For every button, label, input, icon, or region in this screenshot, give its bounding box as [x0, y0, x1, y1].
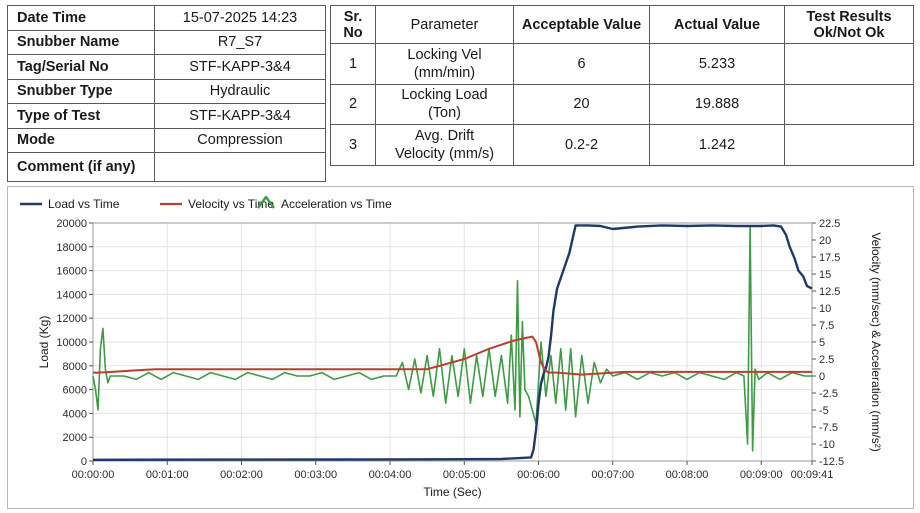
y-right-tick-label: 22.5	[819, 218, 840, 230]
y-right-tick-label: 5	[819, 337, 825, 349]
y-right-tick-label: -7.5	[819, 422, 838, 434]
actual-cell: 5.233	[649, 43, 785, 85]
y-right-tick-label: -12.5	[819, 456, 844, 468]
x-tick-label: 00:03:00	[294, 469, 337, 481]
result-cell[interactable]	[784, 83, 914, 126]
info-label: Mode	[7, 127, 155, 153]
y-right-tick-label: 15	[819, 269, 831, 281]
y-right-tick-label: -5	[819, 405, 829, 417]
y-left-tick-label: 2000	[63, 432, 87, 444]
info-value: R7_S7	[154, 29, 326, 55]
y-right-tick-label: 2.5	[819, 354, 834, 366]
y-right-tick-label: 10	[819, 303, 831, 315]
info-value: STF-KAPP-3&4	[154, 103, 326, 129]
y-left-tick-label: 0	[81, 456, 87, 468]
legend-label-load: Load vs Time	[48, 197, 120, 211]
series-line-acceleration	[92, 225, 812, 452]
header-row: Sr. No Parameter Acceptable Value Actual …	[330, 5, 914, 44]
y-right-tick-label: -10	[819, 439, 835, 451]
info-value: STF-KAPP-3&4	[154, 54, 326, 80]
legend-label-velocity: Velocity vs Time	[188, 197, 274, 211]
sr-no-header: Sr. No	[330, 5, 376, 44]
info-row: Tag/Serial No STF-KAPP-3&4	[7, 54, 326, 80]
y-left-tick-label: 8000	[63, 361, 87, 373]
info-value: Hydraulic	[154, 78, 326, 104]
actual-header: Actual Value	[649, 5, 785, 44]
info-value: Compression	[154, 127, 326, 153]
test-results-table: Sr. No Parameter Acceptable Value Actual …	[330, 5, 914, 166]
x-tick-label: 00:00:00	[72, 469, 115, 481]
table-row: 3 Avg. Drift Velocity (mm/s) 0.2-2 1.242	[330, 124, 914, 166]
info-row: Type of Test STF-KAPP-3&4	[7, 103, 326, 129]
sr-no-cell: 1	[330, 43, 376, 85]
x-tick-label: 00:02:00	[220, 469, 263, 481]
y-left-tick-label: 14000	[56, 289, 87, 301]
y-left-tick-label: 18000	[56, 242, 87, 254]
info-row: Date Time 15-07-2025 14:23	[7, 5, 326, 31]
parameter-cell: Avg. Drift Velocity (mm/s)	[375, 124, 514, 166]
info-value: 15-07-2025 14:23	[154, 5, 326, 31]
x-tick-label: 00:04:00	[369, 469, 412, 481]
y-right-tick-label: 20	[819, 235, 831, 247]
y-left-tick-label: 20000	[56, 218, 87, 230]
info-label: Tag/Serial No	[7, 54, 155, 80]
actual-cell: 1.242	[649, 124, 785, 166]
x-tick-label: 00:05:00	[443, 469, 486, 481]
actual-cell: 19.888	[649, 83, 785, 126]
series-line-velocity	[93, 335, 812, 376]
parameter-cell: Locking Vel (mm/min)	[375, 43, 514, 85]
y-left-axis-title: Load (Kg)	[37, 316, 51, 369]
sr-no-cell: 2	[330, 83, 376, 126]
series-line-load	[92, 224, 813, 461]
info-row: Comment (if any)	[7, 152, 326, 182]
result-cell[interactable]	[784, 124, 914, 166]
x-tick-label: 00:09:41	[791, 469, 834, 481]
x-tick-label: 00:07:00	[591, 469, 634, 481]
info-label: Date Time	[7, 5, 155, 31]
acceptable-cell: 6	[513, 43, 650, 85]
result-cell[interactable]	[784, 43, 914, 85]
snubber-info-table: Date Time 15-07-2025 14:23 Snubber Name …	[7, 5, 326, 182]
acceptable-cell: 0.2-2	[513, 124, 650, 166]
y-left-tick-label: 4000	[63, 408, 87, 420]
result-header: Test Results Ok/Not Ok	[784, 5, 914, 44]
sr-no-cell: 3	[330, 124, 376, 166]
x-tick-label: 00:08:00	[666, 469, 709, 481]
y-right-tick-label: 0	[819, 371, 825, 383]
x-tick-label: 00:09:00	[740, 469, 783, 481]
info-row: Mode Compression	[7, 127, 326, 153]
x-tick-label: 00:06:00	[517, 469, 560, 481]
acceptable-header: Acceptable Value	[513, 5, 650, 44]
y-left-tick-label: 10000	[56, 337, 87, 349]
legend-label-acceleration: Acceleration vs Time	[281, 197, 392, 211]
x-axis-title: Time (Sec)	[423, 485, 481, 499]
y-right-tick-label: 12.5	[819, 286, 840, 298]
y-left-tick-label: 6000	[63, 385, 87, 397]
y-left-tick-label: 16000	[56, 266, 87, 278]
info-label: Type of Test	[7, 103, 155, 129]
legend-swatch-acceleration	[257, 195, 275, 209]
y-right-tick-label: 17.5	[819, 252, 840, 264]
table-row: 1 Locking Vel (mm/min) 6 5.233	[330, 43, 914, 85]
y-right-tick-label: -2.5	[819, 388, 838, 400]
parameter-header: Parameter	[375, 5, 514, 44]
y-right-axis-title: Velocity (mm/sec) & Acceleration (mm/s²)	[869, 232, 883, 451]
info-label: Comment (if any)	[7, 152, 155, 182]
parameter-cell: Locking Load (Ton)	[375, 83, 514, 126]
table-row: 2 Locking Load (Ton) 20 19.888	[330, 83, 914, 126]
x-tick-label: 00:01:00	[146, 469, 189, 481]
info-label: Snubber Name	[7, 29, 155, 55]
acceptable-cell: 20	[513, 83, 650, 126]
y-right-tick-label: 7.5	[819, 320, 834, 332]
load-velocity-acceleration-chart: 0 2000 4000 6000 8000 10000 12000 14000 16000 180…	[7, 186, 914, 509]
info-row: Snubber Name R7_S7	[7, 29, 326, 55]
chart-canvas: 0 2000 4000 6000 8000 10000 12000 14000 16000 180…	[20, 195, 883, 499]
info-label: Snubber Type	[7, 78, 155, 104]
comment-field[interactable]	[154, 152, 326, 182]
info-row: Snubber Type Hydraulic	[7, 78, 326, 104]
y-left-tick-label: 12000	[56, 313, 87, 325]
